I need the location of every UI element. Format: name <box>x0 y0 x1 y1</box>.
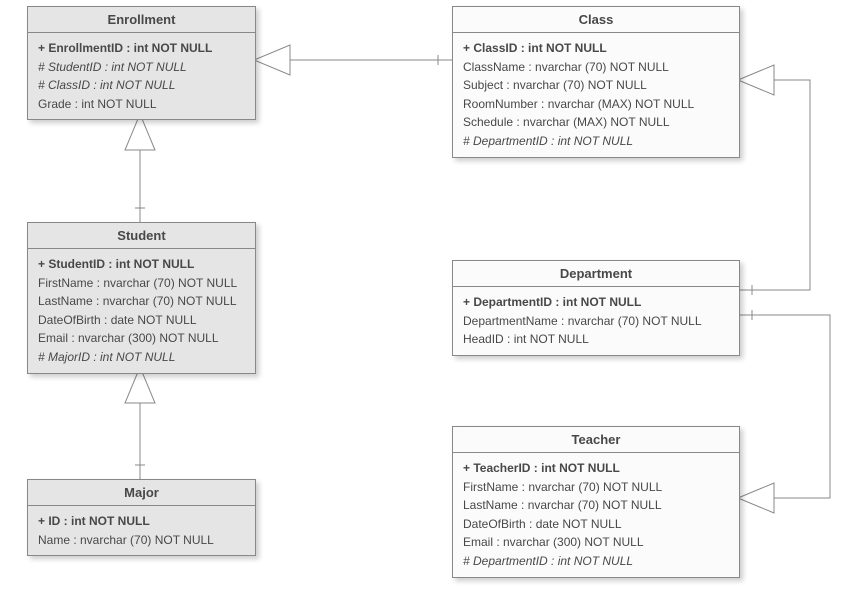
field-class-2: Subject : nvarchar (70) NOT NULL <box>463 76 729 95</box>
field-student-4: Email : nvarchar (300) NOT NULL <box>38 329 245 348</box>
entity-title-teacher: Teacher <box>453 427 739 453</box>
field-student-3: DateOfBirth : date NOT NULL <box>38 311 245 330</box>
entity-teacher: Teacher+ TeacherID : int NOT NULLFirstNa… <box>452 426 740 578</box>
field-class-1: ClassName : nvarchar (70) NOT NULL <box>463 58 729 77</box>
relationship-student-major <box>125 367 155 479</box>
relationship-enrollment-student <box>125 114 155 222</box>
entity-title-class: Class <box>453 7 739 33</box>
field-enrollment-0: + EnrollmentID : int NOT NULL <box>38 39 245 58</box>
field-major-1: Name : nvarchar (70) NOT NULL <box>38 531 245 550</box>
field-student-5: # MajorID : int NOT NULL <box>38 348 245 367</box>
entity-major: Major+ ID : int NOT NULLName : nvarchar … <box>27 479 256 556</box>
field-department-2: HeadID : int NOT NULL <box>463 330 729 349</box>
entity-body-major: + ID : int NOT NULLName : nvarchar (70) … <box>28 506 255 555</box>
field-student-2: LastName : nvarchar (70) NOT NULL <box>38 292 245 311</box>
field-enrollment-2: # ClassID : int NOT NULL <box>38 76 245 95</box>
entity-enrollment: Enrollment+ EnrollmentID : int NOT NULL#… <box>27 6 256 120</box>
entity-title-student: Student <box>28 223 255 249</box>
field-teacher-1: FirstName : nvarchar (70) NOT NULL <box>463 478 729 497</box>
relationship-teacher-department <box>738 310 830 513</box>
field-class-5: # DepartmentID : int NOT NULL <box>463 132 729 151</box>
entity-body-teacher: + TeacherID : int NOT NULLFirstName : nv… <box>453 453 739 577</box>
field-teacher-0: + TeacherID : int NOT NULL <box>463 459 729 478</box>
entity-department: Department+ DepartmentID : int NOT NULLD… <box>452 260 740 356</box>
field-teacher-4: Email : nvarchar (300) NOT NULL <box>463 533 729 552</box>
field-enrollment-3: Grade : int NOT NULL <box>38 95 245 114</box>
field-teacher-2: LastName : nvarchar (70) NOT NULL <box>463 496 729 515</box>
field-class-0: + ClassID : int NOT NULL <box>463 39 729 58</box>
entity-body-class: + ClassID : int NOT NULLClassName : nvar… <box>453 33 739 157</box>
field-department-0: + DepartmentID : int NOT NULL <box>463 293 729 312</box>
entity-title-enrollment: Enrollment <box>28 7 255 33</box>
entity-class: Class+ ClassID : int NOT NULLClassName :… <box>452 6 740 158</box>
field-teacher-3: DateOfBirth : date NOT NULL <box>463 515 729 534</box>
field-department-1: DepartmentName : nvarchar (70) NOT NULL <box>463 312 729 331</box>
entity-title-major: Major <box>28 480 255 506</box>
field-major-0: + ID : int NOT NULL <box>38 512 245 531</box>
entity-body-student: + StudentID : int NOT NULLFirstName : nv… <box>28 249 255 373</box>
field-student-0: + StudentID : int NOT NULL <box>38 255 245 274</box>
field-student-1: FirstName : nvarchar (70) NOT NULL <box>38 274 245 293</box>
entity-student: Student+ StudentID : int NOT NULLFirstNa… <box>27 222 256 374</box>
entity-title-department: Department <box>453 261 739 287</box>
field-class-3: RoomNumber : nvarchar (MAX) NOT NULL <box>463 95 729 114</box>
entity-body-enrollment: + EnrollmentID : int NOT NULL# StudentID… <box>28 33 255 119</box>
field-teacher-5: # DepartmentID : int NOT NULL <box>463 552 729 571</box>
relationship-class-department <box>738 65 810 295</box>
entity-body-department: + DepartmentID : int NOT NULLDepartmentN… <box>453 287 739 355</box>
relationship-enrollment-class <box>254 45 452 75</box>
field-class-4: Schedule : nvarchar (MAX) NOT NULL <box>463 113 729 132</box>
field-enrollment-1: # StudentID : int NOT NULL <box>38 58 245 77</box>
